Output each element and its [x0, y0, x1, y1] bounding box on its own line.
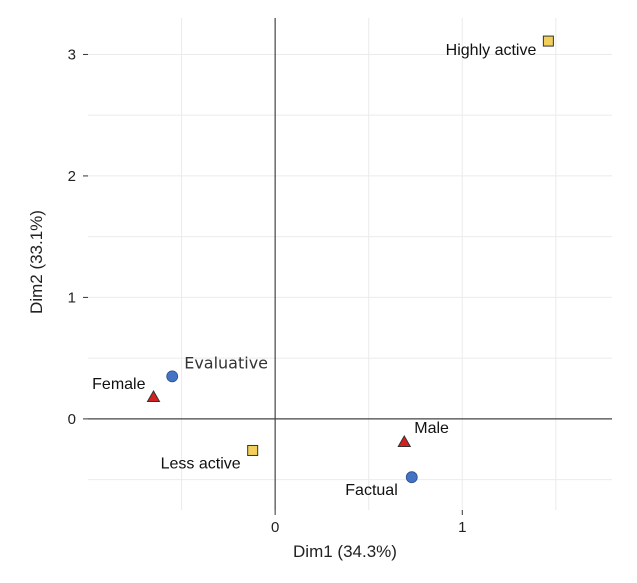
- label-less-active: Less active: [161, 455, 241, 472]
- y-tick-label: 2: [68, 168, 76, 185]
- label-female: Female: [92, 376, 145, 393]
- point-highly-active: [542, 35, 554, 47]
- point-less-active: [247, 444, 259, 456]
- label-male: Male: [414, 420, 449, 437]
- y-tick-label: 0: [68, 411, 76, 428]
- x-tick-label: 0: [271, 519, 279, 536]
- label-evaluative: Evaluative: [184, 353, 268, 372]
- axes: [88, 18, 612, 510]
- grid-lines: [88, 18, 612, 510]
- point-evaluative: [166, 370, 179, 383]
- y-tick-label: 3: [68, 46, 76, 63]
- data-points: [146, 35, 554, 484]
- label-factual: Factual: [345, 482, 397, 499]
- point-factual: [405, 471, 418, 484]
- y-tick-label: 1: [68, 289, 76, 306]
- ticks: 0 1 0 1 2 3: [68, 46, 467, 536]
- point-female: [146, 390, 161, 403]
- label-highly-active: Highly active: [446, 42, 537, 59]
- x-axis-title: Dim1 (34.3%): [293, 542, 397, 561]
- point-labels: Highly active Less active Evaluative Factua…: [92, 42, 536, 499]
- x-tick-label: 1: [458, 519, 466, 536]
- y-axis-title: Dim2 (33.1%): [27, 210, 46, 314]
- point-male: [397, 434, 412, 447]
